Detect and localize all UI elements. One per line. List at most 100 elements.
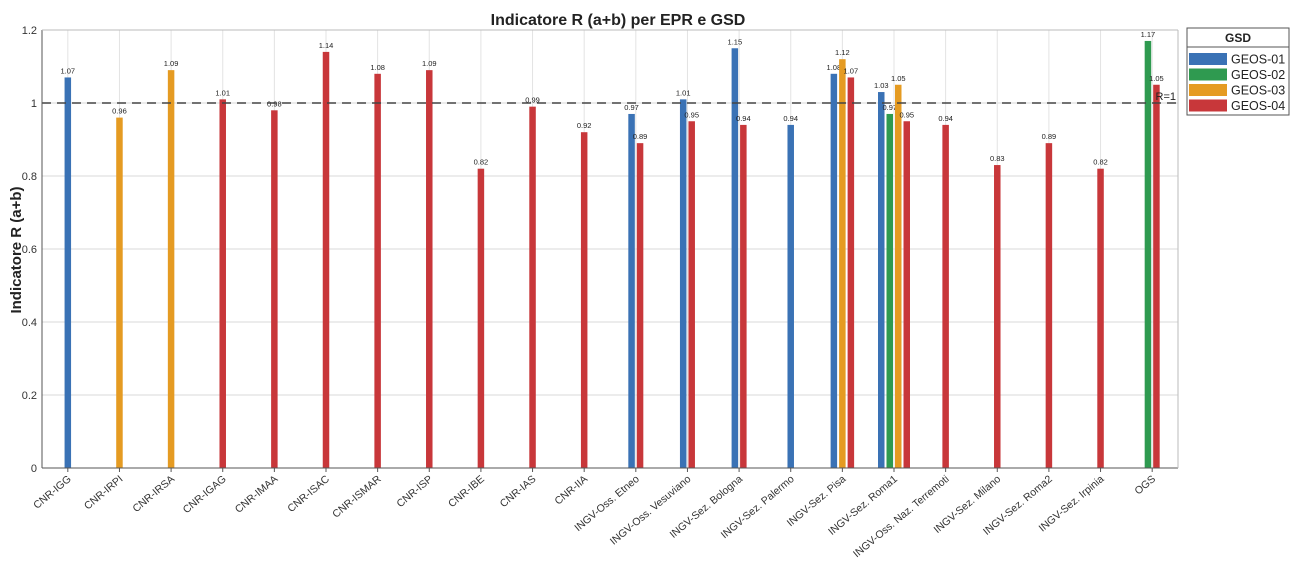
legend-entry: GEOS-03 bbox=[1231, 84, 1285, 98]
bar bbox=[903, 121, 910, 468]
data-label: 1.01 bbox=[215, 88, 230, 97]
bar bbox=[636, 143, 644, 468]
legend-entry: GEOS-04 bbox=[1231, 99, 1285, 113]
grid bbox=[42, 29, 1178, 469]
data-label: 0.97 bbox=[624, 103, 639, 112]
bar bbox=[219, 99, 226, 468]
bar bbox=[839, 59, 846, 468]
bar bbox=[426, 70, 433, 469]
bar bbox=[886, 113, 893, 468]
bar bbox=[740, 124, 747, 469]
data-label: 1.01 bbox=[676, 88, 691, 97]
data-label: 0.94 bbox=[938, 114, 953, 123]
legend-swatch bbox=[1189, 84, 1227, 96]
bar bbox=[688, 121, 695, 468]
data-label: 0.82 bbox=[474, 158, 489, 167]
data-label: 1.05 bbox=[1149, 74, 1164, 83]
bar bbox=[477, 168, 485, 468]
bar bbox=[167, 70, 175, 469]
data-label: 1.09 bbox=[422, 59, 437, 68]
data-label: 0.99 bbox=[525, 96, 540, 105]
bar bbox=[64, 77, 72, 468]
legend-swatch bbox=[1189, 68, 1227, 81]
data-label: 1.08 bbox=[370, 63, 385, 72]
x-tick-label: INGV-Oss. Naz. Terremoti bbox=[851, 473, 952, 560]
data-label: 0.98 bbox=[267, 99, 282, 108]
bar bbox=[580, 132, 588, 468]
bar bbox=[847, 77, 855, 468]
y-axis-label: Indicatore R (a+b) bbox=[8, 186, 25, 313]
x-tick-label: CNR-IGG bbox=[31, 473, 74, 511]
bar bbox=[1097, 168, 1104, 468]
data-label: 0.95 bbox=[899, 110, 914, 119]
data-label: 1.14 bbox=[319, 41, 334, 50]
data-label: 1.17 bbox=[1141, 30, 1156, 39]
bar bbox=[942, 124, 949, 469]
x-tick-label: CNR-ISP bbox=[394, 473, 435, 510]
y-tick-label: 0.4 bbox=[22, 317, 37, 329]
data-label: 1.09 bbox=[164, 59, 179, 68]
x-tick-label: CNR-IIA bbox=[552, 473, 590, 507]
data-label: 0.96 bbox=[112, 107, 127, 116]
bar bbox=[116, 117, 123, 468]
reference-line-label: R=1 bbox=[1156, 91, 1177, 103]
bar bbox=[1153, 84, 1160, 468]
legend-entry: GEOS-02 bbox=[1231, 68, 1285, 82]
bar bbox=[374, 73, 381, 469]
x-tick-label: CNR-IRPI bbox=[82, 473, 125, 512]
bar bbox=[878, 92, 885, 469]
data-label: 0.83 bbox=[990, 154, 1005, 163]
bar bbox=[271, 110, 278, 469]
bar bbox=[787, 124, 794, 469]
legend-entry: GEOS-01 bbox=[1231, 53, 1285, 67]
data-label: 1.03 bbox=[874, 81, 889, 90]
legend-swatch bbox=[1189, 53, 1227, 65]
data-label: 1.08 bbox=[827, 63, 842, 72]
x-tick-label: CNR-IRSA bbox=[130, 473, 177, 515]
data-label: 1.15 bbox=[728, 37, 743, 46]
y-tick-label: 0 bbox=[31, 463, 37, 475]
bar bbox=[731, 48, 739, 468]
x-tick-label: CNR-IBE bbox=[446, 473, 487, 510]
data-label: 0.94 bbox=[783, 114, 798, 123]
data-label: 1.07 bbox=[844, 66, 859, 75]
data-label: 0.92 bbox=[577, 121, 592, 130]
data-label: 0.89 bbox=[633, 132, 648, 141]
bar bbox=[830, 73, 838, 469]
bar bbox=[322, 51, 330, 469]
x-tick-label: CNR-IAS bbox=[498, 473, 539, 510]
legend-title: GSD bbox=[1225, 31, 1251, 45]
data-label: 0.82 bbox=[1093, 158, 1108, 167]
bars: 1.07 0.96 1.09 1.01 0.98 1.14 1.08 1.09 0.82 0.99… bbox=[61, 30, 1164, 469]
data-label: 0.97 bbox=[882, 103, 897, 112]
data-label: 1.07 bbox=[61, 66, 76, 75]
y-tick-label: 1 bbox=[31, 98, 37, 110]
reference-line-group: R=1 bbox=[42, 91, 1178, 104]
y-tick-label: 0.6 bbox=[22, 244, 37, 256]
y-tick-label: 0.8 bbox=[22, 171, 37, 183]
x-tick-label: CNR-IMAA bbox=[233, 473, 280, 516]
bar bbox=[679, 99, 687, 468]
x-tick-label: CNR-IGAG bbox=[181, 473, 229, 516]
bar bbox=[529, 106, 536, 469]
y-tick-label: 0.2 bbox=[22, 390, 37, 402]
data-label: 0.89 bbox=[1042, 132, 1057, 141]
bar bbox=[1144, 40, 1152, 468]
data-label: 0.94 bbox=[736, 114, 751, 123]
bar bbox=[628, 113, 635, 468]
x-tick-label: CNR-ISMAR bbox=[330, 473, 384, 521]
data-label: 1.12 bbox=[835, 48, 850, 57]
bar bbox=[994, 165, 1001, 469]
chart-title: Indicatore R (a+b) per EPR e GSD bbox=[491, 12, 746, 29]
axes: 0 0.2 0.4 0.6 0.8 1 1.2 CNR-IGG CNR-IRPI CNR-IRSA… bbox=[22, 25, 1179, 560]
data-label: 1.05 bbox=[891, 74, 906, 83]
legend-swatch bbox=[1189, 99, 1227, 112]
x-tick-label: CNR-ISAC bbox=[285, 473, 332, 515]
data-label: 0.95 bbox=[684, 110, 699, 119]
bar bbox=[1045, 143, 1053, 468]
y-tick-label: 1.2 bbox=[22, 25, 37, 37]
bar bbox=[895, 84, 902, 468]
